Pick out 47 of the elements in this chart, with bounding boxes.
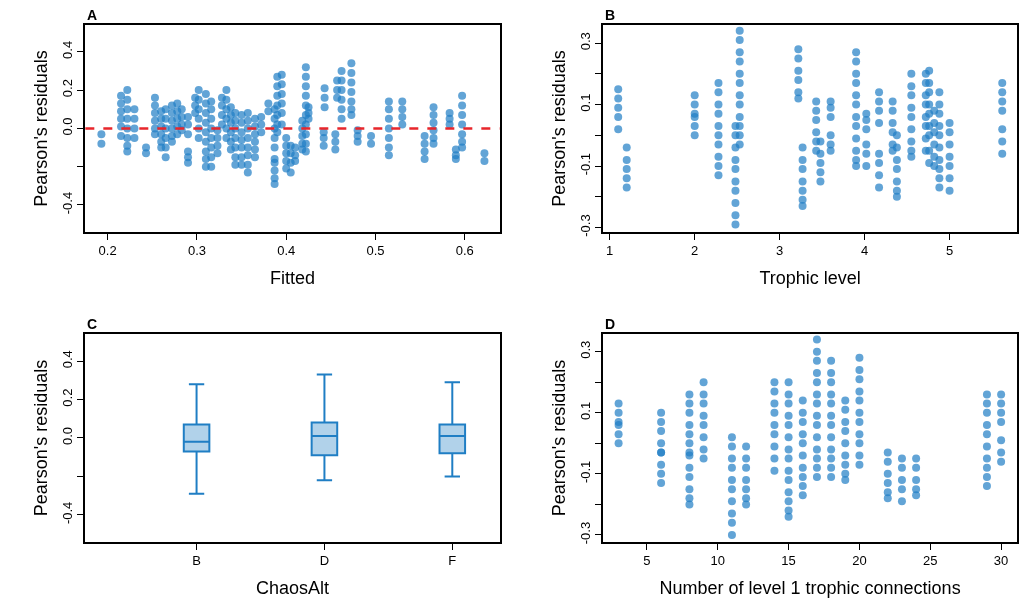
y-axis-title: Pearson's residuals (548, 359, 569, 517)
y-tick-label: 0.4 (60, 40, 76, 59)
x-tick-label: D (319, 553, 330, 569)
y-tick-label: 0.0 (60, 426, 76, 446)
x-tick-label: 0.3 (187, 243, 206, 259)
x-tick-label: 0.6 (455, 243, 474, 259)
y-tick-label: 0.4 (60, 350, 76, 369)
x-tick-label: 25 (923, 553, 938, 569)
y-tick-label: 0.2 (60, 388, 76, 407)
x-tick-label: 1 (606, 243, 614, 259)
x-axis-title: Trophic level (759, 268, 861, 288)
x-tick-label: 15 (781, 553, 796, 569)
x-tick-label: 0.2 (98, 243, 117, 259)
x-tick-label: 3 (776, 243, 784, 259)
y-tick-label: 0.0 (60, 117, 76, 136)
x-tick-label: F (448, 553, 457, 569)
y-tick-label: -0.1 (578, 460, 594, 484)
x-tick-label: 2 (691, 243, 699, 259)
x-axis-title: ChaosAlt (255, 577, 329, 598)
chart-title: A (87, 7, 98, 23)
x-tick-label: B (192, 553, 201, 569)
y-tick-label: 0.1 (578, 401, 594, 420)
x-tick-label: 4 (860, 243, 869, 259)
x-tick-label: 5 (945, 243, 954, 259)
y-tick-label: -0.1 (578, 152, 594, 176)
y-tick-label: 0.3 (578, 340, 594, 359)
x-tick-label: 0.4 (277, 243, 296, 259)
chart-title: C (87, 316, 98, 332)
y-tick-label: -0.3 (578, 521, 594, 545)
chart-title: B (605, 7, 616, 23)
y-tick-label: 0.3 (578, 32, 594, 51)
x-tick-label: 0.5 (366, 243, 385, 259)
y-axis-title: Pearson's residuals (30, 359, 51, 517)
x-axis-title: Number of level 1 trophic connections (659, 577, 961, 598)
y-tick-label: -0.3 (578, 214, 594, 237)
y-tick-label: -0.4 (60, 501, 76, 525)
y-tick-label: 0.1 (578, 93, 594, 112)
x-tick-label: 10 (710, 553, 725, 569)
y-tick-label: -0.4 (60, 191, 76, 215)
y-axis-title: Pearson's residuals (548, 50, 569, 207)
x-tick-label: 5 (643, 553, 651, 569)
x-tick-label: 30 (993, 553, 1009, 569)
chart-title: D (605, 316, 616, 332)
y-axis-title: Pearson's residuals (30, 50, 51, 207)
x-axis-title: Fitted (269, 268, 315, 288)
x-tick-label: 20 (852, 553, 867, 569)
y-tick-label: 0.2 (60, 79, 76, 98)
